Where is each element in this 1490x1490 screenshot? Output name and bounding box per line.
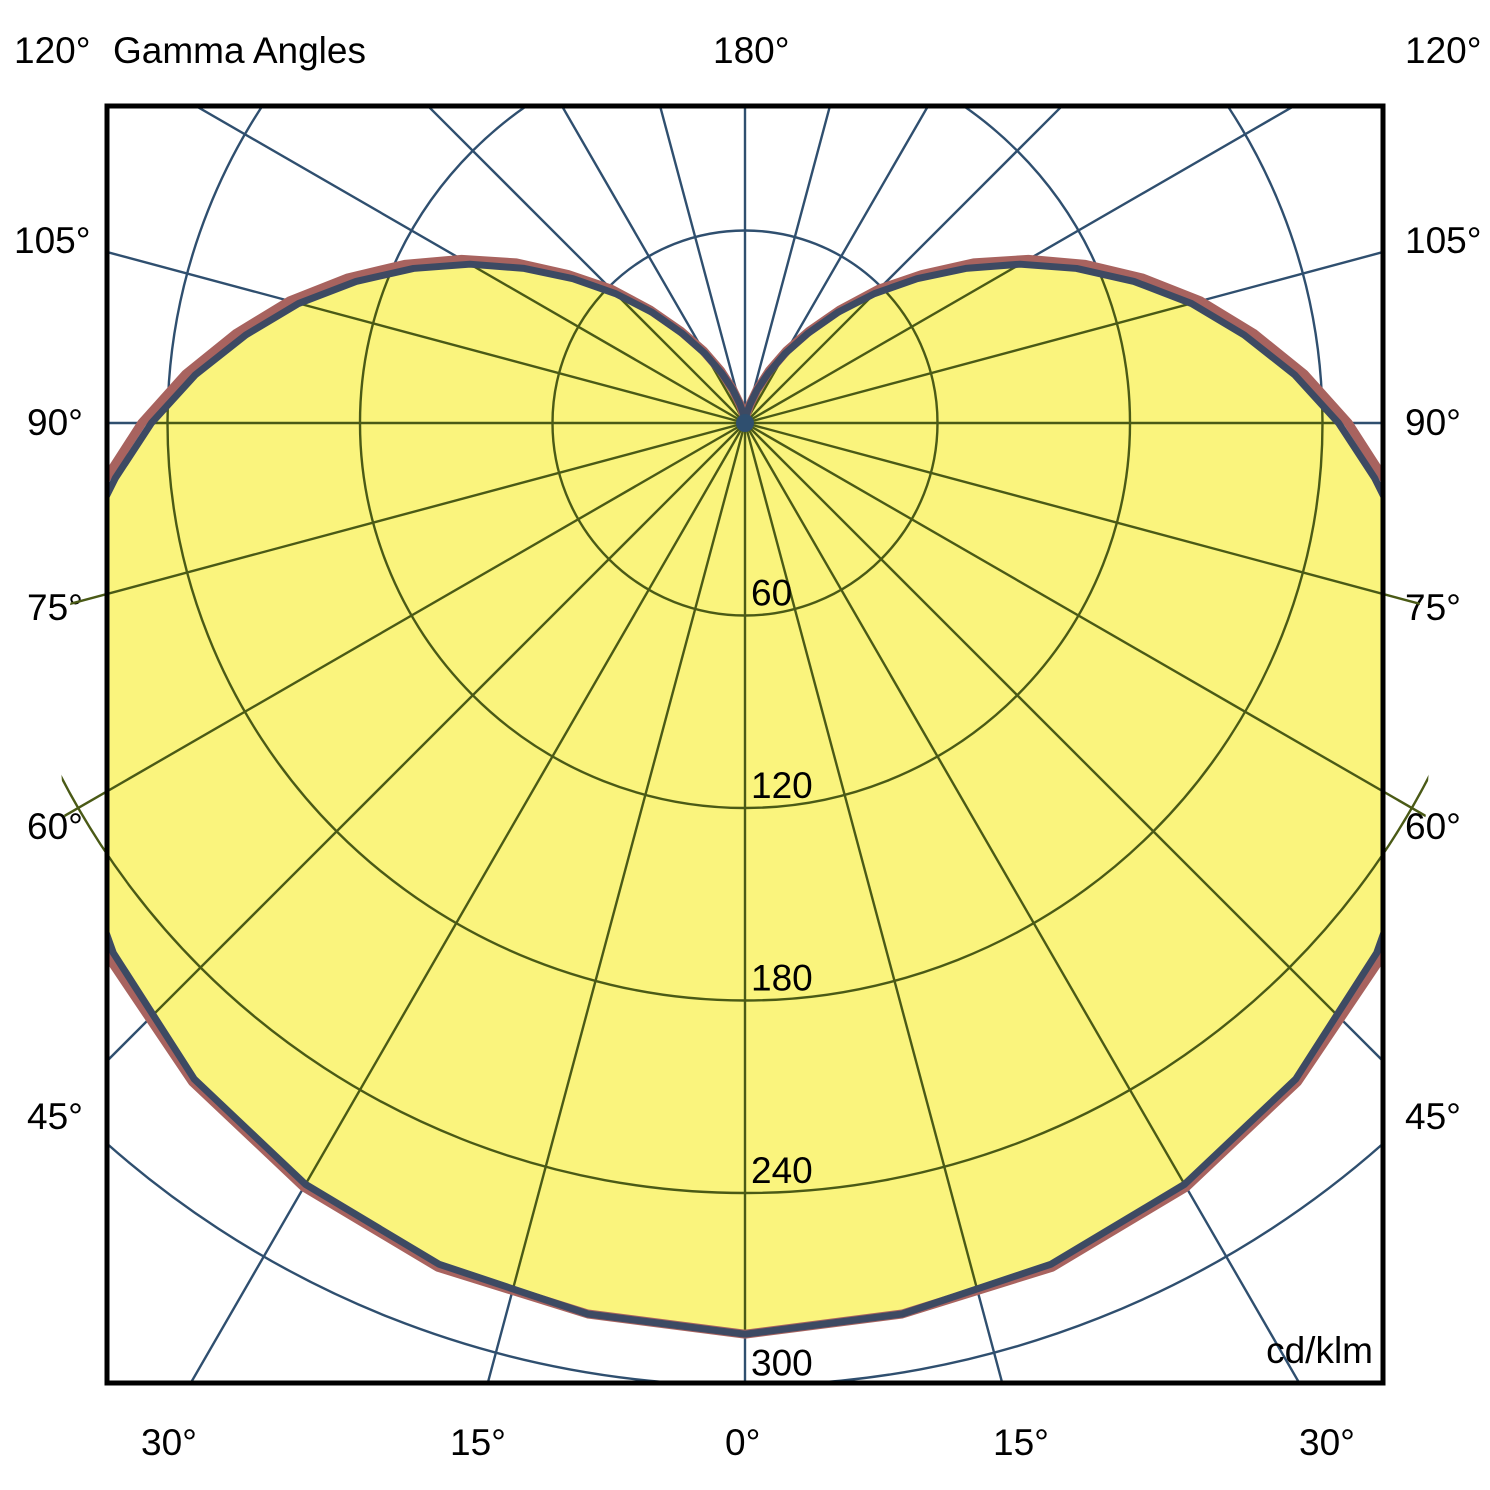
grid-spoke-225 <box>426 106 746 424</box>
c-plane-label-bottom-30-right: 30° <box>1299 1422 1355 1463</box>
grid-spoke-315 <box>54 422 746 1335</box>
gamma-label-left-45: 45° <box>27 1096 83 1137</box>
radial-tick-label-60: 60 <box>751 573 792 614</box>
plot-frame <box>104 103 1386 1386</box>
grid-spoke-345 <box>200 422 747 1335</box>
page-title: Gamma Angles <box>113 30 366 71</box>
gamma-label-left-60: 60° <box>27 806 83 847</box>
grid-spoke-75 <box>744 421 1436 968</box>
grid-spoke-105 <box>744 264 1436 425</box>
gamma-label-left-90: 90° <box>27 402 83 443</box>
grid-spoke-120 <box>744 106 1297 425</box>
radial-tick-labels: 60 120 180 240 300 <box>751 573 813 1384</box>
radial-tick-label-180: 180 <box>751 958 813 999</box>
grid-spoke-210 <box>560 106 747 424</box>
c-plane-label-bottom-0: 0° <box>725 1422 761 1463</box>
grid-spoke-255 <box>54 264 746 425</box>
gamma-label-right-90: 90° <box>1405 402 1461 443</box>
gamma-label-top-180: 180° <box>713 30 790 71</box>
gamma-label-right-75: 75° <box>1405 587 1461 628</box>
gamma-label-right-120: 120° <box>1405 30 1482 71</box>
grid-spoke-60 <box>744 421 1436 1335</box>
grid-spoke-285 <box>54 421 746 968</box>
grid-spoke-240 <box>193 106 746 425</box>
gamma-label-left-75: 75° <box>27 587 83 628</box>
gamma-label-left-105: 105° <box>14 220 91 261</box>
grid-spoke-150 <box>743 106 930 424</box>
grid-spoke-45 <box>744 422 1436 1335</box>
gamma-label-right-60: 60° <box>1405 806 1461 847</box>
grid-spoke-135 <box>744 106 1064 424</box>
unit-label: cd/klm <box>1266 1330 1373 1371</box>
radial-tick-label-120: 120 <box>751 765 813 806</box>
grid-spoke-300 <box>54 421 746 1335</box>
c-plane-label-bottom-15-left: 15° <box>450 1422 506 1463</box>
grid-spoke-15 <box>743 422 1290 1335</box>
polar-origin-marker <box>736 414 754 432</box>
c-plane-label-bottom-30-left: 30° <box>141 1422 197 1463</box>
gamma-label-left-120: 120° <box>14 30 91 71</box>
radial-tick-label-240: 240 <box>751 1150 813 1191</box>
radial-tick-label-300: 300 <box>751 1343 813 1384</box>
gamma-label-right-105: 105° <box>1405 220 1482 261</box>
gamma-label-right-45: 45° <box>1405 1096 1461 1137</box>
c-plane-label-bottom-15-right: 15° <box>993 1422 1049 1463</box>
